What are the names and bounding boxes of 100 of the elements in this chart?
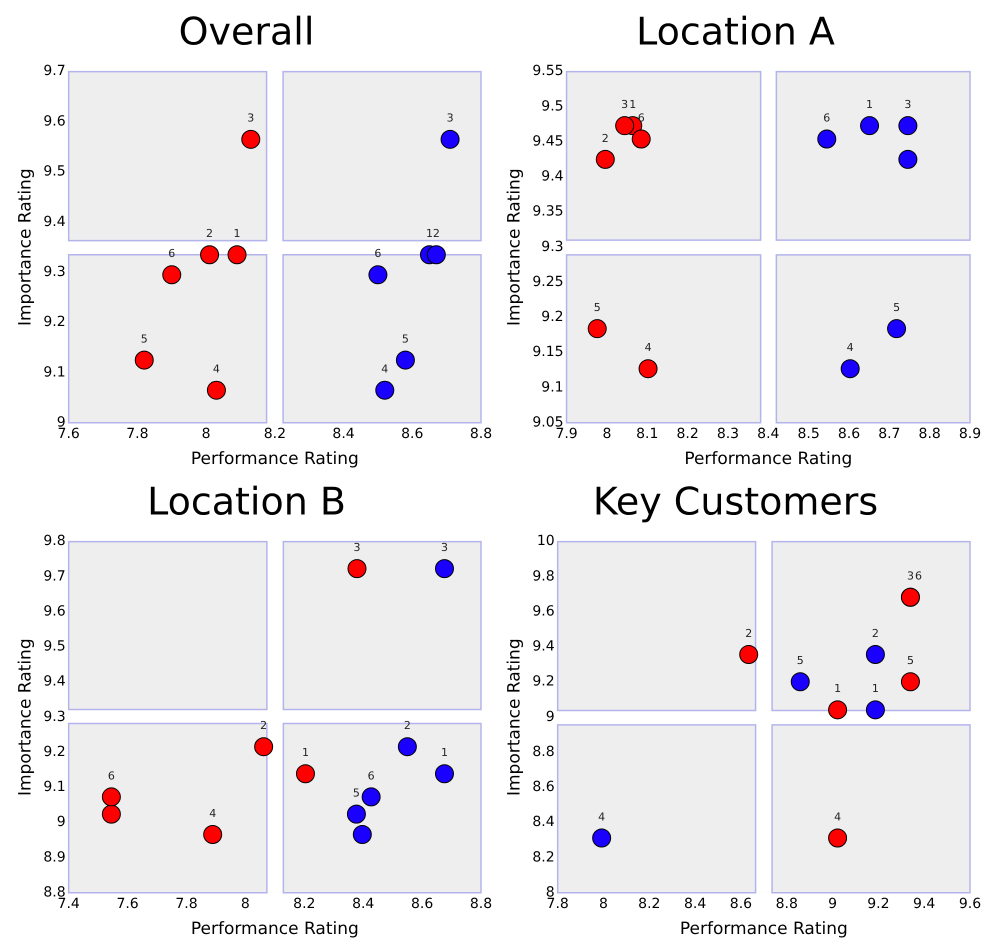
x-tick-label: 8.2	[676, 426, 699, 442]
y-tick-label: 9.4	[43, 674, 66, 690]
x-tick-label: 8	[599, 896, 608, 912]
y-tick-label: 8.4	[532, 814, 555, 830]
x-tick-label: 8.8	[918, 426, 941, 442]
annotation: 6	[168, 247, 176, 260]
chart-title: Key Customers	[592, 480, 878, 524]
chart-title: Location A	[636, 10, 835, 54]
x-axis-title: Performance Rating	[680, 919, 848, 940]
annotation: 4	[209, 806, 216, 820]
x-tick-label: 9.2	[867, 896, 890, 912]
x-tick-label: 8	[602, 426, 612, 442]
y-tick-label: 8.2	[532, 849, 555, 866]
y-tick-label: 8.8	[532, 744, 555, 760]
annotation: 2	[745, 626, 752, 640]
x-tick-label: 8.4	[684, 896, 706, 912]
y-tick-label: 9.2	[43, 314, 66, 330]
x-axis-title: Performance Rating	[190, 919, 359, 940]
annotation: 5	[402, 332, 409, 346]
x-tick-label: 8.2	[264, 426, 286, 442]
x-tick-label: 7.6	[116, 896, 139, 912]
y-tick-label: 9.55	[532, 63, 564, 80]
annotation: 2	[872, 626, 879, 640]
annotation: 5	[352, 786, 360, 800]
annotation: 4	[212, 362, 220, 376]
annotation: 3	[446, 112, 454, 125]
y-tick-label: 9.6	[43, 603, 66, 620]
x-tick-label: 7.8	[126, 426, 149, 442]
annotation: 3	[904, 98, 912, 112]
annotation: 2	[206, 227, 214, 240]
x-tick-label: 9	[828, 896, 838, 912]
y-tick-label: 9.35	[532, 204, 564, 220]
annotation: 6	[374, 247, 382, 260]
x-tick-label: 8.7	[878, 426, 900, 442]
annotation: 1	[234, 227, 241, 240]
annotation: 4	[846, 341, 854, 354]
x-tick-label: 8.6	[410, 896, 434, 912]
y-tick-label: 9	[56, 814, 66, 830]
y-tick-label: 9.3	[43, 708, 66, 725]
annotation: 2	[260, 719, 268, 732]
x-tick-label: 8.5	[797, 426, 820, 442]
y-tick-label: 9.45	[532, 133, 564, 150]
annotation: 4	[381, 362, 388, 376]
y-tick-label: 9.25	[532, 274, 564, 290]
chart-title: Location B	[147, 480, 346, 524]
annotation: 6	[368, 769, 375, 782]
x-tick-label: 8.3	[716, 426, 740, 442]
y-tick-label: 9.3	[43, 264, 66, 280]
x-tick-label: 8.6	[730, 896, 752, 912]
y-tick-label: 9.1	[541, 379, 564, 396]
annotation: 4	[598, 810, 606, 824]
x-tick-label: 8.2	[293, 896, 316, 912]
annotation: 6	[638, 111, 645, 124]
annotation: 4	[834, 810, 842, 824]
x-tick-label: 8.8	[470, 426, 492, 442]
y-axis-title: Importance Rating	[504, 638, 525, 796]
annotation: 1	[426, 227, 433, 240]
x-tick-label: 8.1	[636, 426, 658, 442]
y-tick-label: 9.3	[541, 238, 564, 255]
y-tick-label: 9.5	[43, 164, 66, 180]
y-tick-label: 10	[536, 533, 555, 550]
chart-title: Overall	[178, 10, 314, 54]
y-tick-label: 8.9	[43, 849, 66, 866]
x-tick-label: 8	[202, 426, 211, 442]
annotation: 5	[594, 301, 601, 314]
y-tick-label: 9.7	[43, 568, 66, 584]
x-axis-title: Performance Rating	[684, 449, 852, 470]
x-tick-label: 8.6	[838, 426, 860, 442]
annotation: 2	[602, 132, 609, 145]
annotation: 1	[440, 746, 448, 760]
annotation: 5	[796, 654, 804, 668]
y-tick-label: 9.6	[43, 113, 66, 130]
y-tick-label: 9.15	[532, 344, 564, 360]
y-tick-label: 8.6	[532, 779, 555, 796]
y-tick-label: 9.2	[532, 674, 555, 690]
y-tick-label: 9.1	[43, 364, 66, 380]
annotation: 1	[302, 746, 309, 760]
x-tick-label: 8	[240, 896, 250, 912]
y-tick-label: 9	[546, 708, 555, 725]
annotation: 3	[906, 570, 914, 583]
y-tick-label: 9.5	[43, 638, 66, 655]
x-tick-label: 8.4	[757, 426, 780, 442]
y-tick-label: 9.1	[43, 779, 66, 796]
y-tick-label: 9.6	[532, 603, 555, 620]
x-axis-title: Performance Rating	[190, 449, 359, 470]
y-axis-title: Importance Rating	[16, 638, 36, 796]
annotation: 4	[644, 341, 652, 354]
x-tick-label: 9.4	[913, 896, 936, 912]
y-tick-label: 9.4	[532, 638, 555, 655]
y-tick-label: 9.2	[541, 309, 564, 326]
y-tick-label: 9.4	[43, 214, 66, 230]
y-axis-title: Importance Rating	[504, 168, 525, 326]
x-tick-label: 8.9	[958, 426, 982, 442]
annotation: 1	[866, 98, 874, 112]
y-tick-label: 9.8	[43, 533, 66, 550]
x-tick-label: 8.4	[352, 896, 374, 912]
annotation: 3	[621, 98, 628, 112]
x-tick-label: 8.4	[332, 426, 355, 442]
annotation: 5	[893, 301, 900, 314]
x-tick-label: 8.8	[470, 896, 492, 912]
